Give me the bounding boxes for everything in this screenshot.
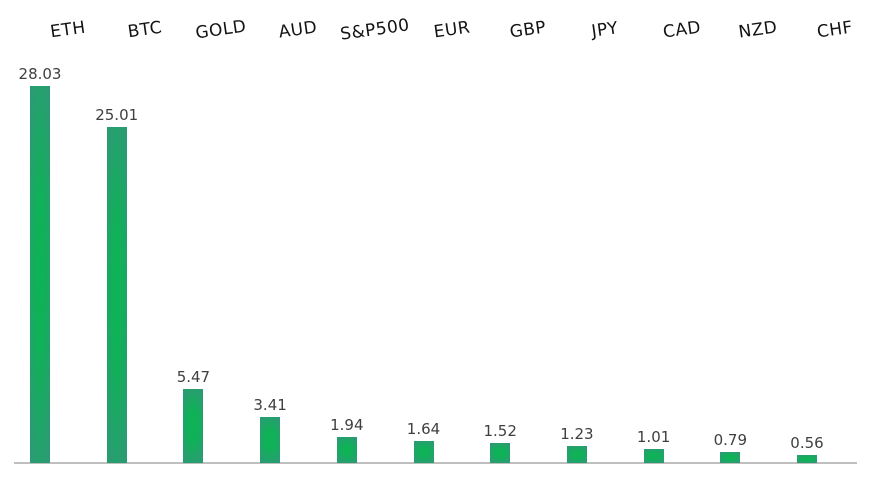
category-label-sp500: S&P500 <box>338 15 411 45</box>
bar-jpy <box>566 446 587 463</box>
value-label: 0.79 <box>713 431 747 449</box>
category-label-nzd: NZD <box>737 17 779 43</box>
value-label: 1.23 <box>560 425 594 443</box>
category-label-cad: CAD <box>661 17 702 43</box>
bar-eur <box>413 441 434 463</box>
bar-chf <box>797 455 817 463</box>
category-label-jpy: JPY <box>590 18 620 42</box>
value-label: 25.01 <box>95 106 139 124</box>
bar-gold <box>183 389 204 463</box>
value-label: 5.47 <box>176 368 211 386</box>
value-label: 0.56 <box>790 434 824 452</box>
value-label: 1.94 <box>330 416 364 434</box>
value-label: 28.03 <box>18 65 62 83</box>
value-label: 3.41 <box>253 396 287 414</box>
x-axis-line <box>14 462 857 464</box>
value-label: 1.52 <box>483 422 517 440</box>
category-label-gbp: GBP <box>508 17 548 43</box>
value-label: 1.64 <box>406 420 441 438</box>
category-label-eur: EUR <box>432 17 471 43</box>
bar-aud <box>260 417 281 463</box>
value-label: 1.01 <box>636 428 671 446</box>
bar-btc <box>106 127 127 463</box>
bar-nzd <box>720 452 741 463</box>
category-label-aud: AUD <box>277 17 319 43</box>
bar-sp500 <box>336 437 357 463</box>
bar-eth <box>30 86 50 463</box>
bar-gbp <box>490 443 511 463</box>
bar-cad <box>643 449 664 463</box>
category-label-chf: CHF <box>815 17 855 43</box>
category-label-eth: ETH <box>49 17 87 43</box>
category-label-gold: GOLD <box>194 16 249 44</box>
category-label-btc: BTC <box>126 17 164 43</box>
